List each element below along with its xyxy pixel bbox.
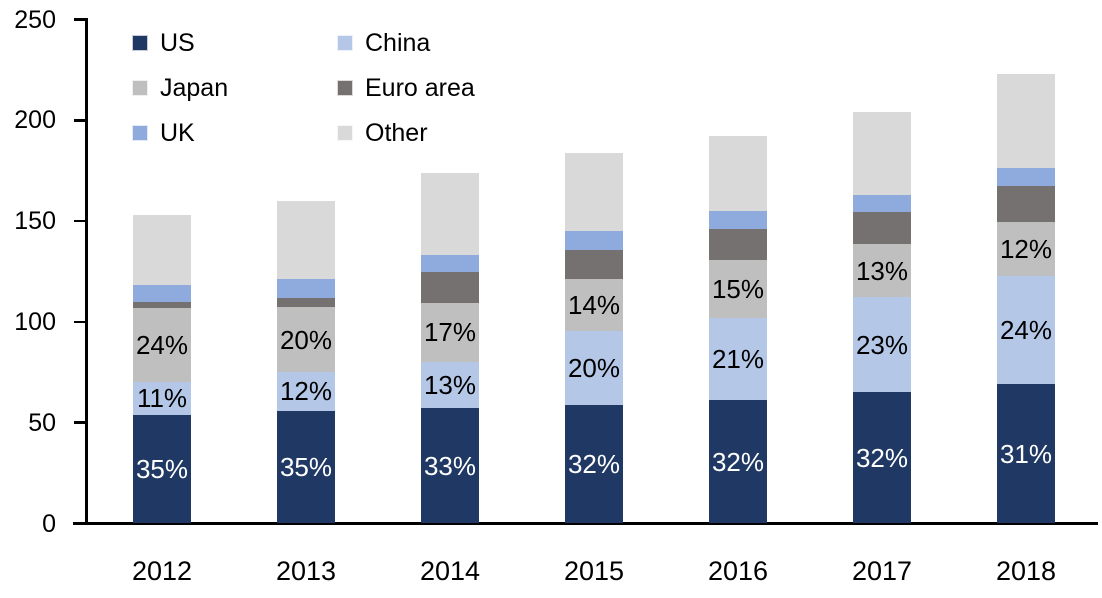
chart-legend: US China Japan Euro area UK Other [0, 0, 1102, 160]
bar-segment-other [853, 112, 911, 195]
y-axis-tick-label: 250 [14, 5, 56, 34]
bar-segment-uk [997, 167, 1055, 187]
segment-label-china: 21% [711, 344, 765, 375]
bar-segment-china: 21% [709, 318, 767, 400]
segment-label-us: 35% [279, 452, 333, 483]
y-axis-tick [74, 18, 85, 21]
bar-segment-japan: 13% [853, 243, 911, 298]
bar-segment-japan: 15% [709, 260, 767, 319]
segment-label-japan: 24% [135, 329, 189, 360]
segment-label-china: 23% [855, 329, 909, 360]
y-axis-tick-label: 100 [14, 307, 56, 336]
y-axis-tick [74, 119, 85, 122]
y-axis-tick-label: 50 [28, 408, 56, 437]
x-axis-label: 2013 [275, 556, 337, 586]
legend-label-other: Other [365, 119, 428, 147]
bar-segment-china: 23% [853, 297, 911, 392]
bar-segment-other [997, 73, 1055, 168]
legend-swatch-uk [132, 125, 148, 141]
bar-segment-uk [133, 284, 191, 302]
bar-segment-japan: 14% [565, 278, 623, 331]
x-axis-label: 2016 [707, 556, 769, 586]
segment-label-us: 35% [135, 454, 189, 485]
bar-segment-us: 31% [997, 384, 1055, 524]
bar-segment-other [421, 172, 479, 255]
bar-segment-other [133, 215, 191, 285]
segment-label-japan: 13% [855, 255, 909, 286]
bar-segment-china: 20% [565, 330, 623, 405]
segment-label-china: 13% [423, 369, 477, 400]
bar-segment-us: 35% [277, 410, 335, 524]
segment-label-japan: 14% [567, 289, 621, 320]
segment-label-us: 33% [423, 450, 477, 481]
bar-segment-uk [565, 230, 623, 250]
legend-swatch-japan [132, 80, 148, 96]
bar-segment-uk [709, 211, 767, 230]
bar-segment-china: 12% [277, 371, 335, 411]
legend-swatch-euro-area [337, 80, 353, 96]
bar-segment-other [565, 152, 623, 231]
bar-segment-uk [277, 279, 335, 299]
segment-label-us: 31% [999, 438, 1053, 469]
segment-label-us: 32% [711, 446, 765, 477]
x-axis-label: 2018 [995, 556, 1057, 586]
bar-segment-euro-area [565, 249, 623, 279]
legend-label-uk: UK [160, 119, 195, 147]
bar-segment-euro-area [277, 298, 335, 308]
y-axis-line [85, 18, 88, 525]
segment-label-us: 32% [567, 449, 621, 480]
x-axis-label: 2014 [419, 556, 481, 586]
bar-segment-china: 13% [421, 362, 479, 408]
x-axis-label: 2015 [563, 556, 625, 586]
segment-label-china: 20% [567, 352, 621, 383]
segment-label-china: 12% [279, 376, 333, 407]
segment-label-japan: 20% [279, 324, 333, 355]
bar-segment-china: 24% [997, 276, 1055, 385]
legend-swatch-china [337, 35, 353, 51]
bar-segment-japan: 20% [277, 307, 335, 372]
bar-segment-japan: 17% [421, 302, 479, 363]
legend-swatch-us [132, 35, 148, 51]
bar-segment-us: 33% [421, 407, 479, 524]
bar-segment-us: 32% [853, 391, 911, 524]
bar-segment-other [277, 200, 335, 280]
bar-segment-china: 11% [133, 381, 191, 416]
legend-swatch-other [337, 125, 353, 141]
bar-segment-euro-area [133, 301, 191, 308]
segment-label-japan: 12% [999, 234, 1053, 265]
legend-label-euro-area: Euro area [365, 74, 475, 102]
bar-segment-japan: 12% [997, 222, 1055, 277]
bar-segment-euro-area [709, 229, 767, 261]
bar-segment-us: 35% [133, 415, 191, 524]
bar-segment-other [709, 136, 767, 212]
bar-segment-uk [853, 194, 911, 213]
bar-segment-euro-area [997, 186, 1055, 223]
segment-label-japan: 17% [423, 317, 477, 348]
bar-segment-euro-area [421, 271, 479, 303]
bar-segment-uk [421, 254, 479, 272]
y-axis-tick [74, 219, 85, 223]
segment-label-china: 11% [136, 383, 188, 414]
legend-label-china: China [365, 29, 431, 57]
x-axis-label: 2017 [851, 556, 913, 586]
bar-segment-japan: 24% [133, 307, 191, 382]
y-axis-tick-label: 0 [42, 509, 56, 538]
y-axis-tick-label: 150 [14, 207, 56, 236]
y-axis-tick-label: 200 [14, 106, 56, 135]
segment-label-us: 32% [855, 442, 909, 473]
bar-segment-us: 32% [565, 404, 623, 524]
y-axis-tick [74, 320, 85, 324]
y-axis-tick [74, 421, 85, 424]
legend-label-us: US [160, 29, 195, 57]
bar-segment-euro-area [853, 212, 911, 244]
segment-label-china: 24% [999, 315, 1053, 346]
segment-label-japan: 15% [711, 274, 765, 305]
x-axis-line [73, 522, 1098, 525]
bar-segment-us: 32% [709, 399, 767, 524]
legend-label-japan: Japan [160, 74, 229, 102]
x-axis-label: 2012 [131, 556, 193, 586]
